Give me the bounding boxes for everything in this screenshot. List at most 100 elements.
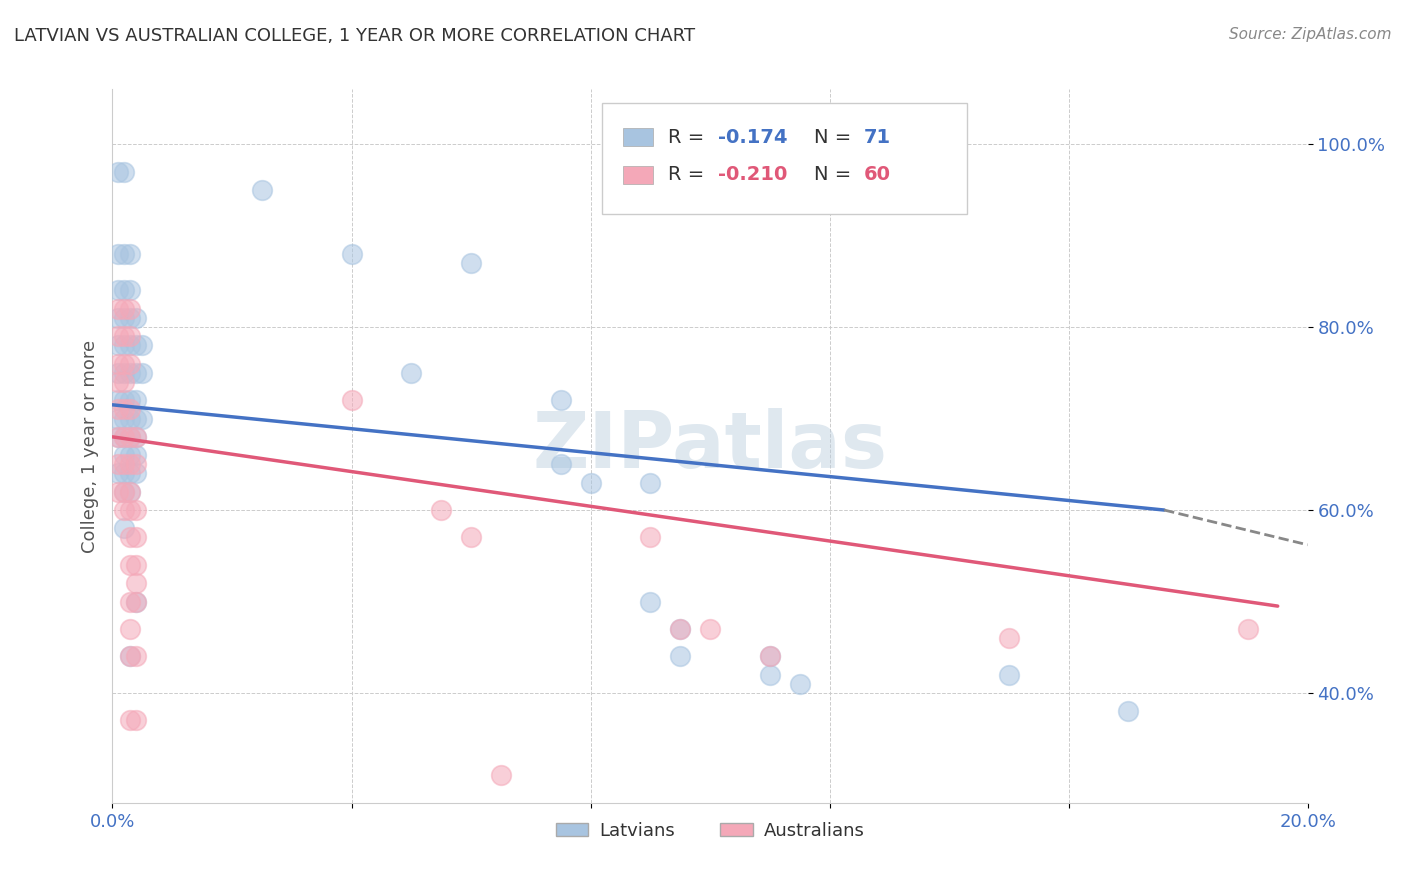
Point [401, 366, 423, 380]
Point [489, 768, 512, 782]
Point [114, 458, 135, 472]
Point [120, 357, 142, 371]
Point [1118, 704, 1140, 718]
Point [125, 430, 148, 444]
Point [120, 484, 142, 499]
Point [125, 338, 148, 352]
Point [120, 411, 142, 425]
Text: N =: N = [814, 165, 858, 185]
Point [107, 366, 129, 380]
Point [759, 667, 782, 681]
Point [114, 310, 135, 325]
Point [125, 310, 148, 325]
Point [669, 649, 692, 664]
Point [120, 402, 142, 417]
Point [998, 667, 1021, 681]
Text: LATVIAN VS AUSTRALIAN COLLEGE, 1 YEAR OR MORE CORRELATION CHART: LATVIAN VS AUSTRALIAN COLLEGE, 1 YEAR OR… [14, 27, 695, 45]
Point [120, 310, 142, 325]
Point [640, 531, 662, 545]
Point [120, 247, 142, 261]
Point [699, 622, 721, 636]
Point [114, 430, 135, 444]
Point [125, 558, 148, 572]
Point [107, 164, 129, 178]
Point [120, 622, 142, 636]
Point [114, 484, 135, 499]
Text: -0.174: -0.174 [718, 128, 787, 146]
Point [125, 649, 148, 664]
Point [125, 714, 148, 728]
Point [125, 503, 148, 517]
Point [120, 484, 142, 499]
Point [759, 649, 782, 664]
Point [114, 484, 135, 499]
Point [107, 402, 129, 417]
Point [120, 458, 142, 472]
Point [640, 475, 662, 490]
Point [107, 411, 129, 425]
Point [114, 338, 135, 352]
FancyBboxPatch shape [623, 166, 652, 184]
Point [114, 247, 135, 261]
Point [131, 366, 153, 380]
Point [125, 411, 148, 425]
Point [125, 467, 148, 481]
Point [114, 164, 135, 178]
Point [699, 137, 721, 152]
Point [120, 649, 142, 664]
Point [120, 430, 142, 444]
Point [107, 247, 129, 261]
Point [114, 375, 135, 389]
Text: N =: N = [814, 128, 858, 146]
Point [1237, 622, 1260, 636]
Point [114, 366, 135, 380]
Point [340, 393, 363, 408]
Point [340, 247, 363, 261]
Point [125, 448, 148, 462]
Point [114, 448, 135, 462]
Point [107, 301, 129, 316]
Point [550, 458, 572, 472]
Text: 71: 71 [865, 128, 891, 146]
Point [131, 338, 153, 352]
Point [120, 430, 142, 444]
Legend: Latvians, Australians: Latvians, Australians [548, 815, 872, 847]
Point [114, 503, 135, 517]
Point [107, 310, 129, 325]
Point [131, 411, 153, 425]
Point [120, 649, 142, 664]
Point [998, 631, 1021, 645]
Text: R =: R = [668, 128, 710, 146]
Text: 60: 60 [865, 165, 891, 185]
Point [759, 649, 782, 664]
Point [114, 402, 135, 417]
Text: Source: ZipAtlas.com: Source: ZipAtlas.com [1229, 27, 1392, 42]
Point [120, 558, 142, 572]
Point [120, 329, 142, 343]
Point [114, 301, 135, 316]
Point [114, 467, 135, 481]
Point [107, 484, 129, 499]
Point [125, 594, 148, 608]
Point [460, 531, 482, 545]
Point [120, 284, 142, 298]
Point [107, 338, 129, 352]
Point [114, 521, 135, 535]
Point [107, 458, 129, 472]
Point [120, 503, 142, 517]
Point [107, 467, 129, 481]
Point [640, 594, 662, 608]
Point [669, 622, 692, 636]
Point [789, 677, 811, 691]
Point [125, 366, 148, 380]
Point [125, 393, 148, 408]
Point [114, 430, 135, 444]
Point [114, 411, 135, 425]
Point [107, 393, 129, 408]
Point [107, 430, 129, 444]
Point [120, 301, 142, 316]
Point [120, 338, 142, 352]
Point [120, 393, 142, 408]
Point [114, 393, 135, 408]
Point [120, 366, 142, 380]
